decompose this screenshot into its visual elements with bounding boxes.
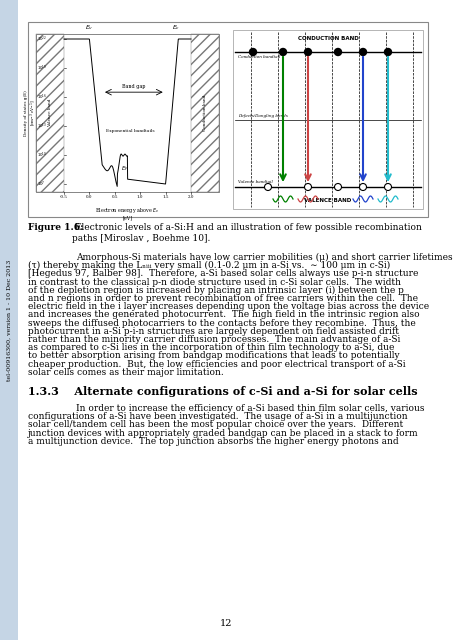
- Text: Conduction bandtail: Conduction bandtail: [238, 55, 280, 59]
- Text: $E_F$: $E_F$: [121, 164, 129, 173]
- Text: Electronic levels of a-Si:H and an illustration of few possible recombination
pa: Electronic levels of a-Si:H and an illus…: [72, 223, 422, 243]
- Text: to better absorption arising from bandgap modifications that leads to potentiall: to better absorption arising from bandga…: [28, 351, 400, 360]
- Circle shape: [385, 184, 391, 191]
- Text: Electron energy above $E_v$
[eV]: Electron energy above $E_v$ [eV]: [95, 206, 160, 221]
- Bar: [36, 34, 219, 192]
- Text: $10^{19}$: $10^{19}$: [37, 63, 47, 73]
- Bar: [233, 30, 423, 209]
- Text: 1.0: 1.0: [137, 195, 144, 199]
- Text: 2.0: 2.0: [188, 195, 194, 199]
- Text: as compared to c-Si lies in the incorporation of thin film technology to a-Si, d: as compared to c-Si lies in the incorpor…: [28, 343, 395, 352]
- Text: Valence bandtail: Valence bandtail: [238, 180, 273, 184]
- Text: Conduction band: Conduction band: [203, 95, 207, 131]
- Text: and n regions in order to prevent recombination of free carriers within the cell: and n regions in order to prevent recomb…: [28, 294, 418, 303]
- Text: $10^{10}$: $10^{10}$: [37, 150, 47, 159]
- Text: rather than the minority carrier diffusion processes.  The main advantage of a-S: rather than the minority carrier diffusi…: [28, 335, 400, 344]
- Text: a multijunction device.  The top junction absorbs the higher energy photons and: a multijunction device. The top junction…: [28, 436, 399, 446]
- Text: in contrast to the classical p-n diode structure used in c-Si solar cells.  The : in contrast to the classical p-n diode s…: [28, 278, 401, 287]
- Bar: [36, 34, 64, 192]
- Text: In order to increase the efficiency of a-Si based thin film solar cells, various: In order to increase the efficiency of a…: [76, 404, 424, 413]
- Text: Figure 1.6:: Figure 1.6:: [28, 223, 84, 232]
- Text: $10^{16}$: $10^{16}$: [37, 92, 47, 102]
- Text: Valence band: Valence band: [48, 99, 52, 127]
- Text: 0.5: 0.5: [111, 195, 118, 199]
- Text: cheaper production.  But, the low efficiencies and poor electrical transport of : cheaper production. But, the low efficie…: [28, 360, 405, 369]
- Text: solar cells comes as their major limitation.: solar cells comes as their major limitat…: [28, 368, 224, 377]
- Text: junction devices with appropriately graded bandgap can be placed in a stack to f: junction devices with appropriately grad…: [28, 429, 419, 438]
- Circle shape: [334, 184, 342, 191]
- Text: Density of states g(E)
[cm$^{-3}$ eV$^{-1}$]: Density of states g(E) [cm$^{-3}$ eV$^{-…: [24, 90, 39, 136]
- Circle shape: [334, 49, 342, 56]
- Text: sweeps the diffused photocarriers to the contacts before they recombine.  Thus, : sweeps the diffused photocarriers to the…: [28, 319, 416, 328]
- Bar: [28, 22, 428, 217]
- Text: $10^{13}$: $10^{13}$: [37, 122, 47, 131]
- Text: 1.3.3    Alternate configurations of c-Si and a-Si for solar cells: 1.3.3 Alternate configurations of c-Si a…: [28, 386, 418, 397]
- Text: -0.5: -0.5: [60, 195, 68, 199]
- Text: $10^7$: $10^7$: [37, 179, 45, 189]
- Text: 12: 12: [220, 619, 232, 628]
- Text: [Hegedus 97, Balber 98].  Therefore, a-Si based solar cells always use p-i-n str: [Hegedus 97, Balber 98]. Therefore, a-Si…: [28, 269, 419, 278]
- Text: CONDUCTION BAND: CONDUCTION BAND: [298, 35, 358, 40]
- Circle shape: [360, 49, 366, 56]
- Text: 1.5: 1.5: [162, 195, 169, 199]
- Text: $E_v$: $E_v$: [85, 23, 94, 32]
- Circle shape: [280, 49, 286, 56]
- Text: and increases the generated photocurrent.  The high field in the intrinsic regio: and increases the generated photocurrent…: [28, 310, 419, 319]
- Circle shape: [250, 49, 256, 56]
- Bar: [191, 34, 219, 192]
- Text: Amorphous-Si materials have low carrier mobilities (μ) and short carrier lifetim: Amorphous-Si materials have low carrier …: [76, 253, 453, 262]
- Circle shape: [304, 49, 312, 56]
- Text: electric field in the i layer increases depending upon the voltage bias across t: electric field in the i layer increases …: [28, 302, 429, 311]
- Text: photocurrent in a-Si p-i-n structures are largely dependent on field assisted dr: photocurrent in a-Si p-i-n structures ar…: [28, 327, 399, 336]
- Text: Band gap: Band gap: [122, 84, 145, 89]
- Text: VALENCE BAND: VALENCE BAND: [304, 198, 352, 204]
- Text: solar cell/tandem cell has been the most popular choice over the years.  Differe: solar cell/tandem cell has been the most…: [28, 420, 403, 429]
- Text: (τ) thereby making the Lₙᵢᵢᵢ very small (0.1-0.2 μm in a-Si vs.  ∼ 100 μm in c-S: (τ) thereby making the Lₙᵢᵢᵢ very small …: [28, 261, 390, 270]
- Text: Defects/Dangling bonds: Defects/Dangling bonds: [238, 113, 288, 118]
- Circle shape: [385, 49, 391, 56]
- Text: of the depletion region is increased by placing an intrinsic layer (i) between t: of the depletion region is increased by …: [28, 286, 404, 295]
- Circle shape: [360, 184, 366, 191]
- Bar: [0, 0, 18, 640]
- Text: $10^{22}$: $10^{22}$: [37, 35, 47, 44]
- Text: 0.0: 0.0: [86, 195, 93, 199]
- Text: $E_c$: $E_c$: [172, 23, 180, 32]
- Text: tel-00916300, version 1 - 10 Dec 2013: tel-00916300, version 1 - 10 Dec 2013: [6, 259, 11, 381]
- Circle shape: [304, 184, 312, 191]
- Text: configurations of a-Si have been investigated.  The usage of a-Si in a multijunc: configurations of a-Si have been investi…: [28, 412, 408, 421]
- Text: Exponential bandtails: Exponential bandtails: [106, 129, 154, 133]
- Circle shape: [265, 184, 271, 191]
